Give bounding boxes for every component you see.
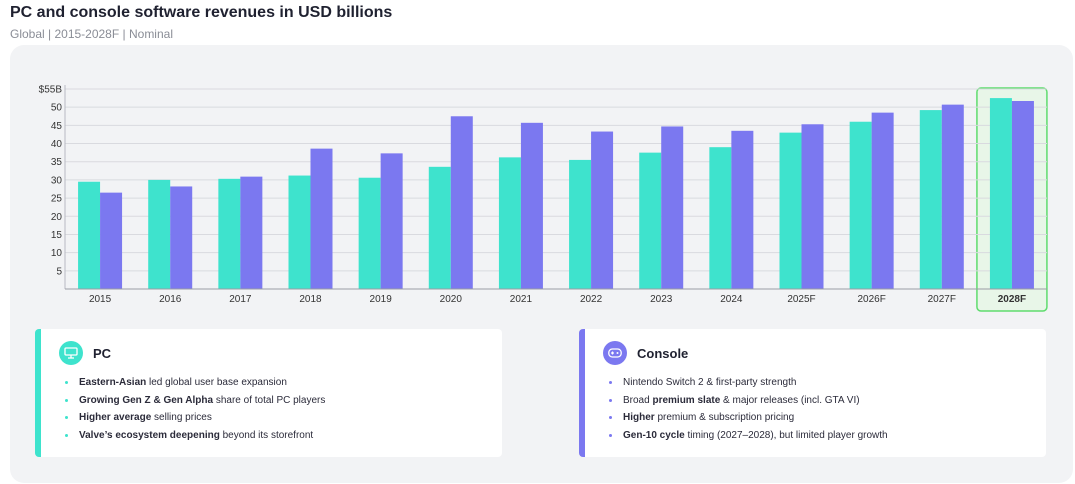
bar-console-2020 — [450, 116, 473, 289]
x-tick-label: 2022 — [580, 294, 603, 305]
bar-console-2026F — [871, 112, 894, 290]
y-tick-label: 40 — [51, 139, 63, 150]
list-item: Higher average selling prices — [65, 409, 325, 427]
console-card-title: Console — [637, 345, 689, 361]
x-tick-label: 2019 — [370, 294, 393, 305]
bar-console-2028F — [1011, 101, 1034, 289]
x-tick-label: 2017 — [229, 294, 252, 305]
bar-console-2024 — [731, 130, 754, 289]
bar-pc-2023 — [639, 152, 662, 289]
gamepad-icon — [603, 341, 627, 365]
bar-console-2018 — [310, 148, 333, 289]
y-tick-label: 5 — [56, 266, 62, 277]
bar-console-2025F — [801, 124, 824, 289]
bar-console-2016 — [170, 186, 193, 289]
bar-pc-2024 — [709, 147, 732, 289]
list-item: Eastern-Asian led global user base expan… — [65, 374, 325, 392]
y-tick-label: 10 — [51, 248, 63, 259]
bar-console-2017 — [240, 176, 263, 289]
y-tick-label: 45 — [51, 121, 63, 132]
bar-pc-2020 — [428, 166, 451, 289]
x-tick-label: 2015 — [89, 294, 112, 305]
bar-pc-2027F — [919, 110, 942, 289]
list-item: Growing Gen Z & Gen Alpha share of total… — [65, 392, 325, 410]
list-item: Broad premium slate & major releases (in… — [609, 392, 888, 410]
monitor-icon — [59, 341, 83, 365]
y-tick-label: 15 — [51, 230, 63, 241]
y-tick-label: 25 — [51, 194, 63, 205]
bar-pc-2015 — [78, 181, 101, 289]
bar-console-2021 — [520, 122, 543, 290]
bar-console-2023 — [661, 126, 684, 289]
list-item: Higher premium & subscription pricing — [609, 409, 888, 427]
y-tick-label: 20 — [51, 212, 63, 223]
y-tick-label: 50 — [51, 103, 63, 114]
pc-card-title: PC — [93, 345, 112, 361]
bar-pc-2022 — [569, 159, 592, 289]
x-tick-label: 2016 — [159, 294, 182, 305]
y-tick-label: 35 — [51, 157, 63, 168]
bar-console-2015 — [100, 192, 123, 289]
x-tick-label: 2020 — [440, 294, 463, 305]
pc-card: PC Eastern-Asian led global user base ex… — [35, 329, 502, 457]
x-tick-label: 2027F — [928, 294, 956, 305]
x-tick-label: 2023 — [650, 294, 673, 305]
bar-pc-2018 — [288, 175, 311, 289]
y-tick-label: $55B — [39, 85, 63, 96]
pc-drivers-list: Eastern-Asian led global user base expan… — [65, 374, 325, 444]
x-tick-label: 2024 — [720, 294, 743, 305]
bar-console-2019 — [380, 153, 403, 289]
chart-title: PC and console software revenues in USD … — [10, 4, 393, 21]
bar-pc-2021 — [498, 157, 521, 289]
x-tick-label: 2021 — [510, 294, 533, 305]
x-tick-label: 2028F — [998, 294, 1026, 305]
bar-pc-2019 — [358, 177, 381, 289]
bar-pc-2017 — [218, 178, 241, 289]
bar-pc-2016 — [148, 179, 171, 289]
bar-console-2022 — [591, 131, 614, 289]
bar-pc-2026F — [849, 121, 872, 290]
bar-pc-2028F — [989, 98, 1012, 289]
list-item: Valve’s ecosystem deepening beyond its s… — [65, 427, 325, 445]
chart-subtitle: Global | 2015-2028F | Nominal — [10, 27, 173, 41]
list-item: Gen-10 cycle timing (2027–2028), but lim… — [609, 427, 888, 445]
bar-pc-2025F — [779, 132, 802, 289]
list-item: Nintendo Switch 2 & first-party strength — [609, 374, 888, 392]
x-tick-label: 2026F — [857, 294, 885, 305]
console-drivers-list: Nintendo Switch 2 & first-party strength… — [609, 374, 888, 444]
bar-console-2027F — [941, 104, 964, 290]
x-tick-label: 2018 — [299, 294, 322, 305]
y-tick-label: 30 — [51, 175, 63, 186]
console-card: Console Nintendo Switch 2 & first-party … — [579, 329, 1046, 457]
x-tick-label: 2025F — [787, 294, 815, 305]
